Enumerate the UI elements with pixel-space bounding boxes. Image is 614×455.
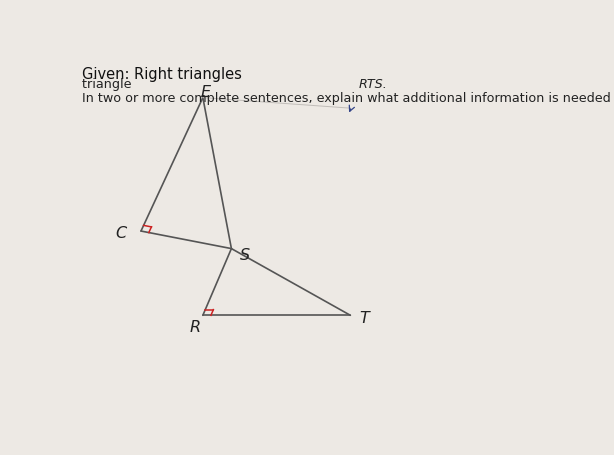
Text: T: T xyxy=(359,310,368,325)
Text: R: R xyxy=(189,319,200,334)
Text: C: C xyxy=(115,226,126,241)
Text: S: S xyxy=(240,248,250,262)
Text: E: E xyxy=(200,84,210,99)
Text: Given: Right triangles: Given: Right triangles xyxy=(82,67,247,82)
Text: triangle: triangle xyxy=(82,77,136,91)
Text: In two or more complete sentences, explain what additional information is needed: In two or more complete sentences, expla… xyxy=(82,91,614,104)
Text: RTS.: RTS. xyxy=(358,77,387,91)
